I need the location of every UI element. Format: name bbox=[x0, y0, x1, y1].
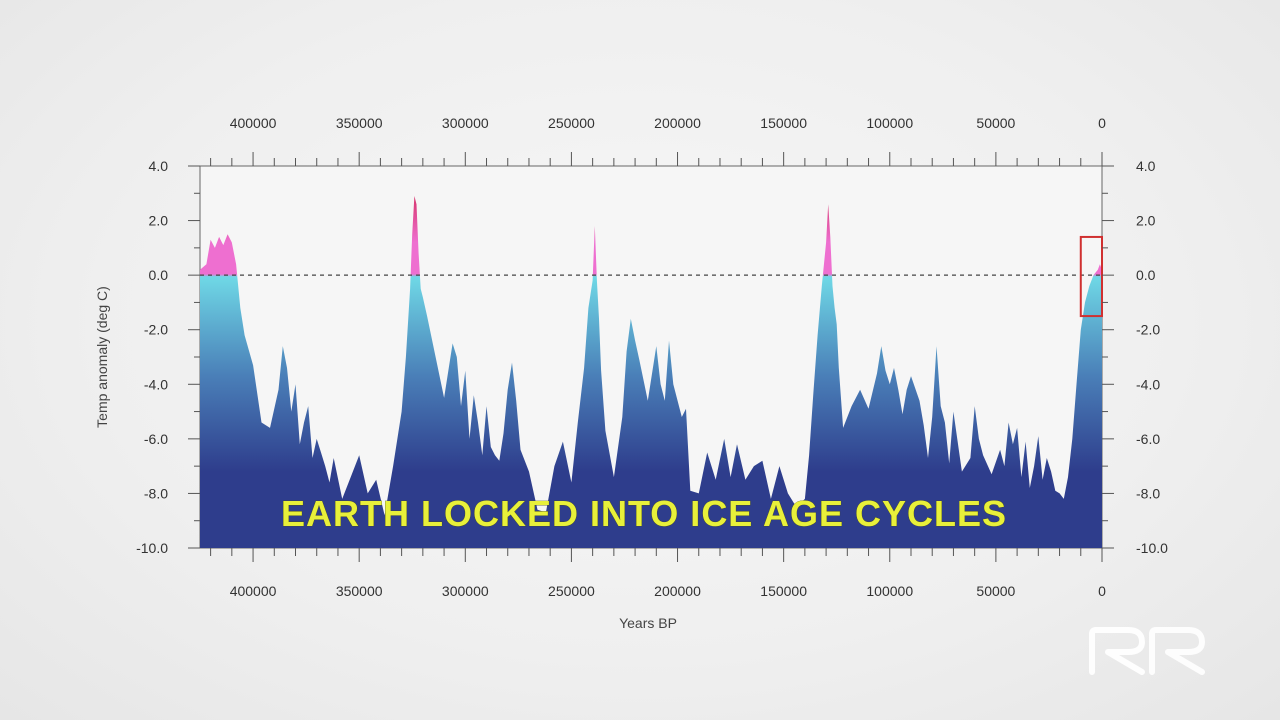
y-tick-label-right: -6.0 bbox=[1136, 431, 1160, 447]
highlight-box bbox=[1079, 235, 1104, 318]
x-tick-label-top: 50000 bbox=[976, 115, 1015, 131]
x-tick-label: 100000 bbox=[866, 583, 913, 599]
caption-overlay: EARTH LOCKED INTO ICE AGE CYCLES bbox=[281, 493, 1007, 534]
y-tick-label-right: 4.0 bbox=[1136, 158, 1156, 174]
x-tick-label-top: 400000 bbox=[230, 115, 277, 131]
x-tick-label: 400000 bbox=[230, 583, 277, 599]
x-tick-label-top: 150000 bbox=[760, 115, 807, 131]
x-tick-label: 200000 bbox=[654, 583, 701, 599]
y-tick-label-right: -8.0 bbox=[1136, 485, 1160, 501]
x-tick-label-top: 250000 bbox=[548, 115, 595, 131]
y-tick-label: -4.0 bbox=[144, 376, 168, 392]
y-tick-label: 0.0 bbox=[149, 267, 169, 283]
y-tick-label: -2.0 bbox=[144, 322, 168, 338]
y-tick-label: 2.0 bbox=[149, 213, 169, 229]
x-tick-label-top: 200000 bbox=[654, 115, 701, 131]
y-tick-label-right: -4.0 bbox=[1136, 376, 1160, 392]
y-axis-title: Temp anomaly (deg C) bbox=[94, 286, 110, 428]
x-tick-label-top: 0 bbox=[1098, 115, 1106, 131]
x-tick-label: 150000 bbox=[760, 583, 807, 599]
x-tick-label-top: 350000 bbox=[336, 115, 383, 131]
y-tick-label: -8.0 bbox=[144, 485, 168, 501]
y-tick-label: -10.0 bbox=[136, 540, 168, 556]
y-tick-label-right: 0.0 bbox=[1136, 267, 1156, 283]
y-tick-label: -6.0 bbox=[144, 431, 168, 447]
x-axis-title: Years BP bbox=[619, 615, 677, 631]
x-tick-label: 50000 bbox=[976, 583, 1015, 599]
x-tick-label: 0 bbox=[1098, 583, 1106, 599]
temperature-series-area bbox=[200, 196, 1102, 548]
x-tick-label: 350000 bbox=[336, 583, 383, 599]
x-tick-label: 250000 bbox=[548, 583, 595, 599]
axes-group: 400000 400000 350000 350000 300000 300000 2500… bbox=[136, 115, 1168, 599]
y-tick-label: 4.0 bbox=[149, 158, 169, 174]
x-tick-label-top: 300000 bbox=[442, 115, 489, 131]
y-tick-label-right: -2.0 bbox=[1136, 322, 1160, 338]
x-tick-label-top: 100000 bbox=[866, 115, 913, 131]
y-tick-label-right: -10.0 bbox=[1136, 540, 1168, 556]
x-tick-label: 300000 bbox=[442, 583, 489, 599]
rr-logo: RR bbox=[1089, 627, 1205, 675]
y-tick-label-right: 2.0 bbox=[1136, 213, 1156, 229]
